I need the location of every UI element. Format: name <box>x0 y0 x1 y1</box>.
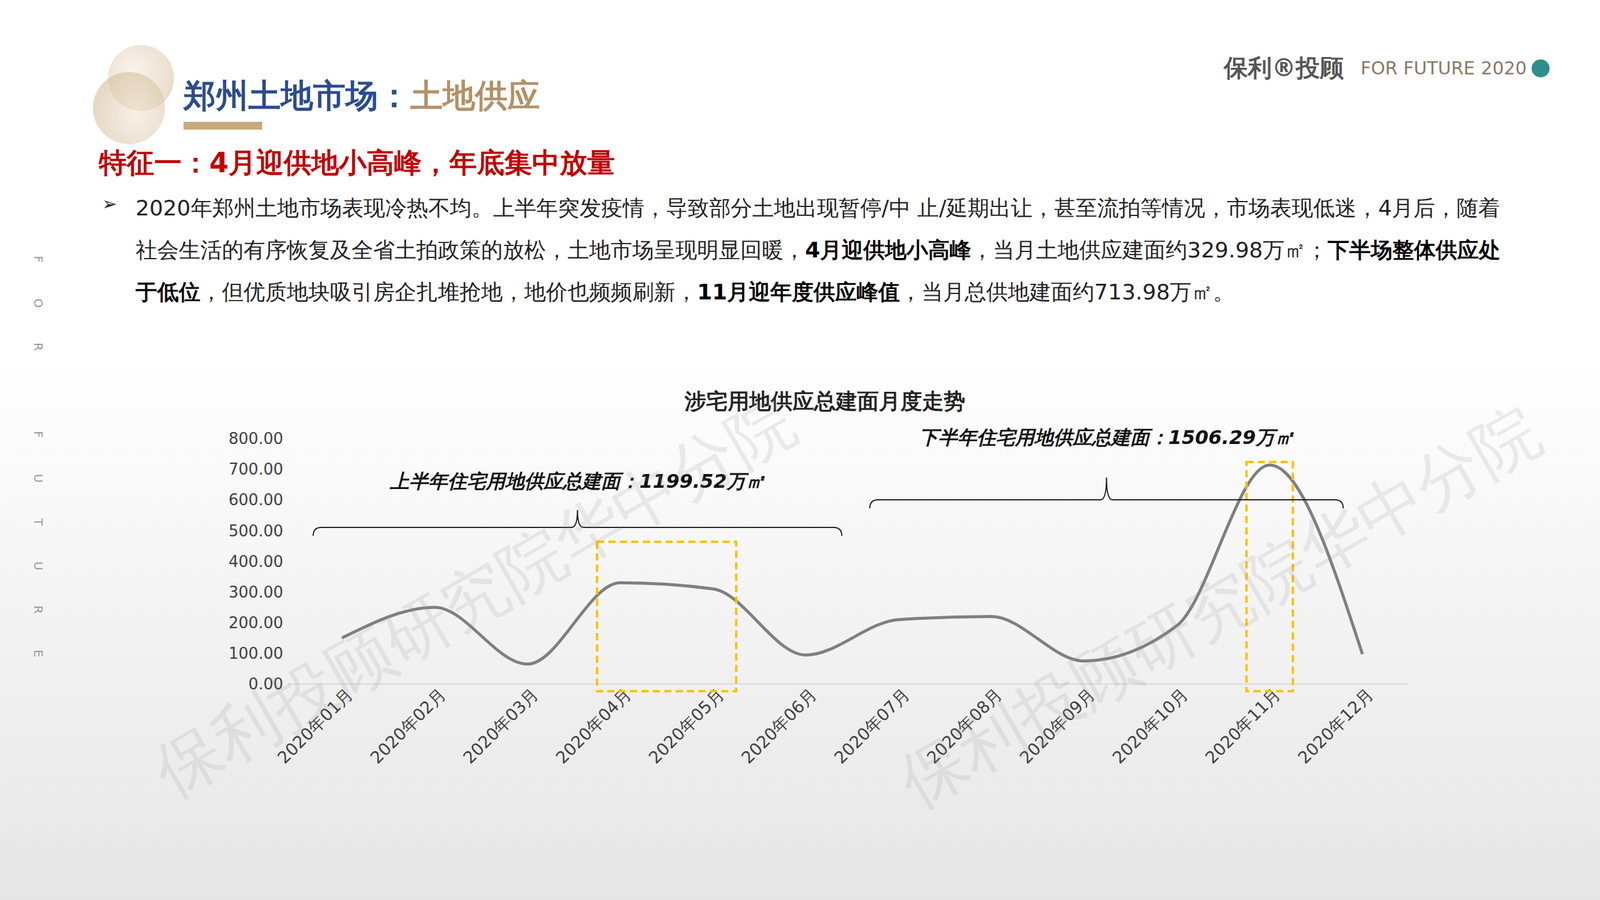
svg-text:2020年06月: 2020年06月 <box>737 684 821 768</box>
svg-text:2020年05月: 2020年05月 <box>644 684 729 768</box>
svg-text:200.00: 200.00 <box>228 613 284 632</box>
svg-text:100.00: 100.00 <box>228 644 284 663</box>
svg-text:2020年08月: 2020年08月 <box>923 684 1007 768</box>
svg-text:2020年01月: 2020年01月 <box>273 684 357 768</box>
svg-text:2020年03月: 2020年03月 <box>459 684 543 768</box>
svg-text:700.00: 700.00 <box>228 460 284 479</box>
svg-text:300.00: 300.00 <box>228 583 284 602</box>
svg-text:600.00: 600.00 <box>228 490 284 509</box>
svg-text:800.00: 800.00 <box>228 429 284 448</box>
svg-text:2020年12月: 2020年12月 <box>1294 684 1378 768</box>
svg-text:500.00: 500.00 <box>228 521 284 540</box>
svg-text:2020年10月: 2020年10月 <box>1108 684 1193 768</box>
svg-text:2020年09月: 2020年09月 <box>1015 684 1100 768</box>
svg-text:0.00: 0.00 <box>248 674 284 693</box>
svg-text:2020年11月: 2020年11月 <box>1201 684 1286 768</box>
svg-text:2020年02月: 2020年02月 <box>366 684 450 768</box>
svg-text:2020年04月: 2020年04月 <box>551 684 636 768</box>
svg-text:400.00: 400.00 <box>228 552 284 571</box>
svg-text:上半年住宅用地供应总建面：1199.52万㎡: 上半年住宅用地供应总建面：1199.52万㎡ <box>389 469 766 493</box>
svg-text:2020年07月: 2020年07月 <box>830 684 914 768</box>
svg-text:下半年住宅用地供应总建面：1506.29万㎡: 下半年住宅用地供应总建面：1506.29万㎡ <box>919 425 1295 449</box>
